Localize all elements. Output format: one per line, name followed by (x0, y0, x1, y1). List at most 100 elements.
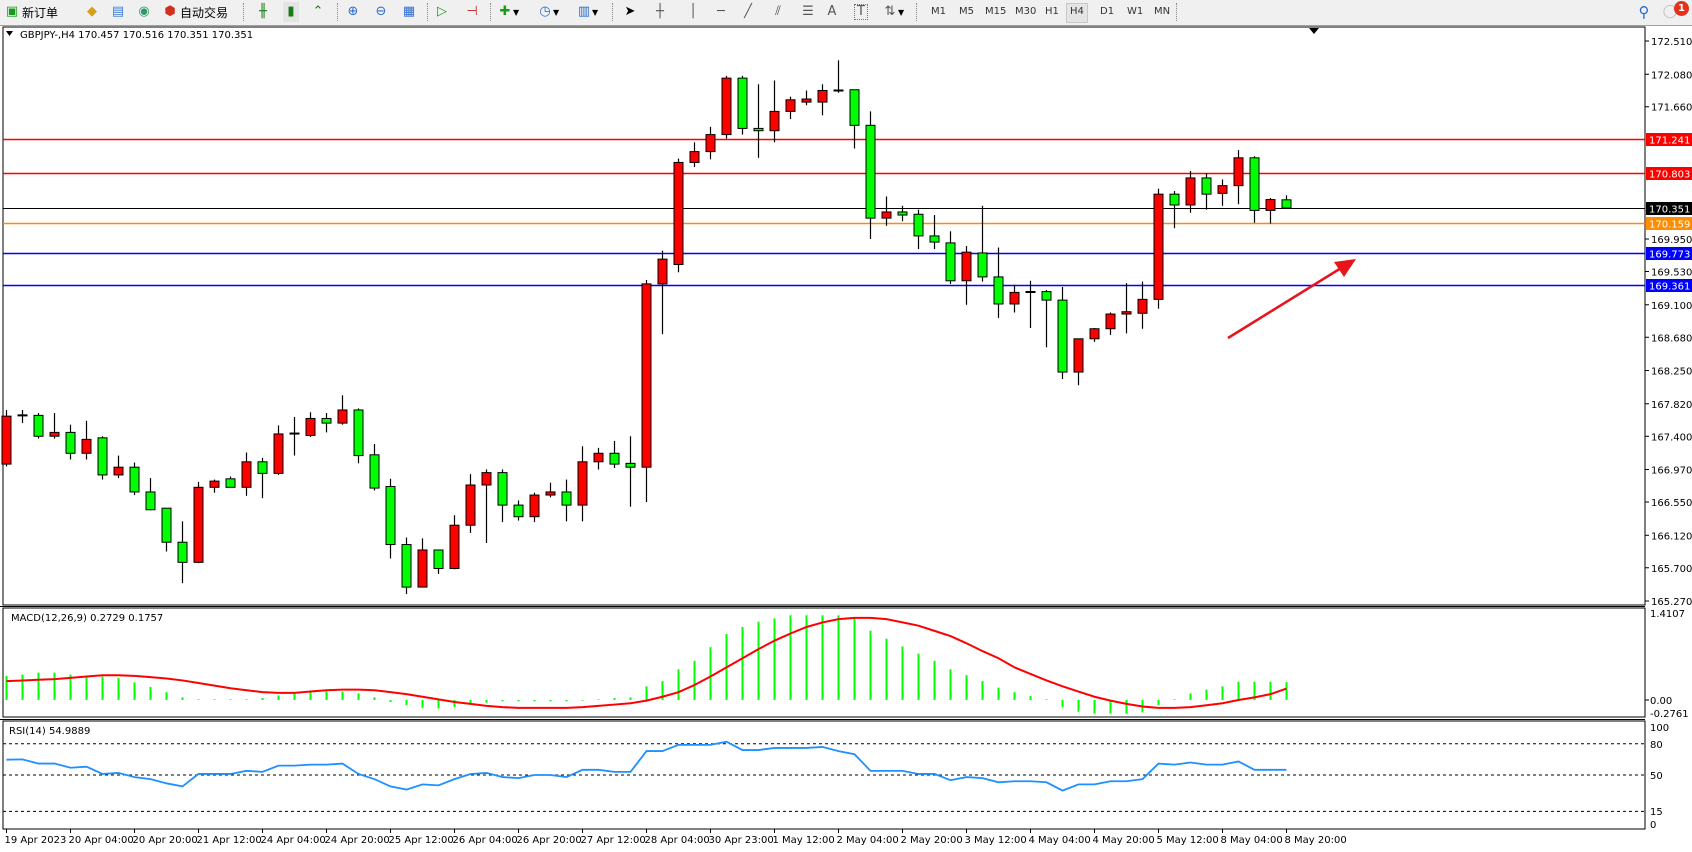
candle-body (929, 235, 940, 243)
indicators-button[interactable]: ✚ ▼ (497, 2, 520, 22)
line-chart-button[interactable]: ⌃ (310, 2, 326, 22)
separator (337, 3, 339, 21)
candle-body (481, 472, 492, 486)
price-tick-label: 169.530 (1651, 268, 1692, 279)
candle-body (513, 504, 524, 518)
timeframe-d1[interactable]: D1 (1100, 6, 1115, 17)
candle (209, 479, 220, 493)
metaeditor-button[interactable]: ◆ (84, 2, 100, 22)
new-order-button[interactable]: ▣ 新订单 (4, 2, 58, 22)
candle-body (641, 283, 652, 468)
rsi-line (6, 740, 1287, 792)
notifications-icon: ◯ (1662, 4, 1678, 19)
candle (33, 413, 44, 439)
equidistant-channel-icon: ⫽ (775, 4, 781, 19)
symbol-menu-triangle-icon (6, 31, 13, 36)
chart-shift-button[interactable]: ⊣ (464, 2, 480, 22)
candle (561, 479, 572, 522)
candle (849, 89, 860, 149)
candle (577, 446, 588, 522)
periods-button[interactable]: ◷ ▼ (537, 2, 559, 22)
time-label: 4 May 04:00 (1029, 835, 1091, 846)
candle (721, 75, 732, 139)
templates-button[interactable]: ▥ ▼ (576, 2, 598, 22)
timeframe-m5[interactable]: M5 (959, 6, 974, 17)
horizontal-line-button[interactable]: ─ (713, 2, 729, 22)
bar-chart-button[interactable]: ╫ (255, 2, 271, 22)
notification-badge: 1 (1674, 1, 1689, 16)
auto-trading-button[interactable]: ⬢ 自动交易 (162, 2, 228, 22)
price-tick-label: 165.700 (1651, 564, 1692, 575)
candle-body (257, 461, 268, 474)
dropdown-arrow-icon: ▼ (592, 7, 599, 17)
auto-scroll-button[interactable]: ▷ (434, 2, 450, 22)
candle (1, 409, 12, 467)
candle-body (81, 438, 92, 454)
candle-body (209, 480, 220, 488)
macd-axis-max: 1.4107 (1650, 609, 1685, 620)
candle-body (1, 415, 12, 465)
search-button[interactable]: ⚲ (1636, 2, 1652, 22)
cursor-button[interactable]: ➤ (622, 2, 638, 22)
time-label: 27 Apr 12:00 (581, 835, 646, 846)
fibonacci-button[interactable]: ☰ (800, 2, 816, 22)
price-tick-label: 166.550 (1651, 498, 1692, 509)
candle (1057, 286, 1068, 380)
candle-body (785, 99, 796, 112)
price-label: 170.803 (1649, 170, 1690, 181)
text-label-button[interactable]: T (854, 2, 868, 22)
signals-button[interactable]: ◉ (136, 2, 152, 22)
time-label: 1 May 12:00 (773, 835, 835, 846)
timeframe-m30[interactable]: M30 (1015, 6, 1037, 17)
equidistant-channel-button[interactable]: ⫽ (770, 2, 786, 22)
time-label: 2 May 04:00 (837, 835, 899, 846)
candle-body (33, 414, 44, 437)
candle-body (1281, 199, 1292, 209)
zoom-out-button[interactable]: ⊖ (373, 2, 389, 22)
candle-body (161, 507, 172, 543)
candle (545, 482, 556, 498)
candle-body (497, 472, 508, 506)
trendline-icon: ╱ (744, 4, 752, 19)
candle-body (433, 549, 444, 570)
timeframe-w1[interactable]: W1 (1127, 6, 1144, 17)
price-label-box (1646, 217, 1692, 230)
candle-body (913, 213, 924, 237)
candle-body (1233, 157, 1244, 187)
timeframe-mn[interactable]: MN (1154, 6, 1171, 17)
arrows-button[interactable]: ⇅ ▼ (882, 2, 905, 22)
vertical-line-button[interactable]: │ (685, 2, 701, 22)
candle (161, 507, 172, 552)
rsi-axis-15: 15 (1650, 807, 1663, 818)
candle-body (1153, 193, 1164, 300)
tile-windows-button[interactable]: ▦ (401, 2, 417, 22)
notifications-button[interactable]: ◯ (1662, 2, 1678, 22)
trend-arrow-shaft (1227, 263, 1347, 340)
trendline-button[interactable]: ╱ (740, 2, 756, 22)
candlestick-button[interactable]: ▮ (283, 2, 299, 22)
zoom-in-button[interactable]: ⊕ (345, 2, 361, 22)
candle-body (673, 161, 684, 266)
candle-body (561, 491, 572, 506)
candle (145, 478, 156, 511)
crosshair-button[interactable]: ┼ (652, 2, 668, 22)
time-label: 8 May 20:00 (1285, 835, 1347, 846)
price-tick-label: 169.100 (1651, 301, 1692, 312)
timeframe-h1[interactable]: H1 (1045, 6, 1059, 17)
price-tick-label: 165.270 (1651, 597, 1692, 608)
candle (1073, 338, 1084, 386)
timeframe-h4[interactable]: H4 (1066, 3, 1088, 23)
time-label: 20 Apr 04:00 (69, 835, 134, 846)
indicators-icon: ✚ (499, 4, 511, 19)
candle (769, 80, 780, 143)
candle (81, 420, 92, 460)
timeframe-m15[interactable]: M15 (985, 6, 1007, 17)
timeframe-m1[interactable]: M1 (931, 6, 946, 17)
search-icon: ⚲ (1638, 3, 1650, 21)
text-button[interactable]: A (824, 2, 840, 22)
terminal-button[interactable]: ▤ (110, 2, 126, 22)
candle (1153, 188, 1164, 309)
candle-body (337, 409, 348, 424)
candle-body (1169, 193, 1180, 206)
